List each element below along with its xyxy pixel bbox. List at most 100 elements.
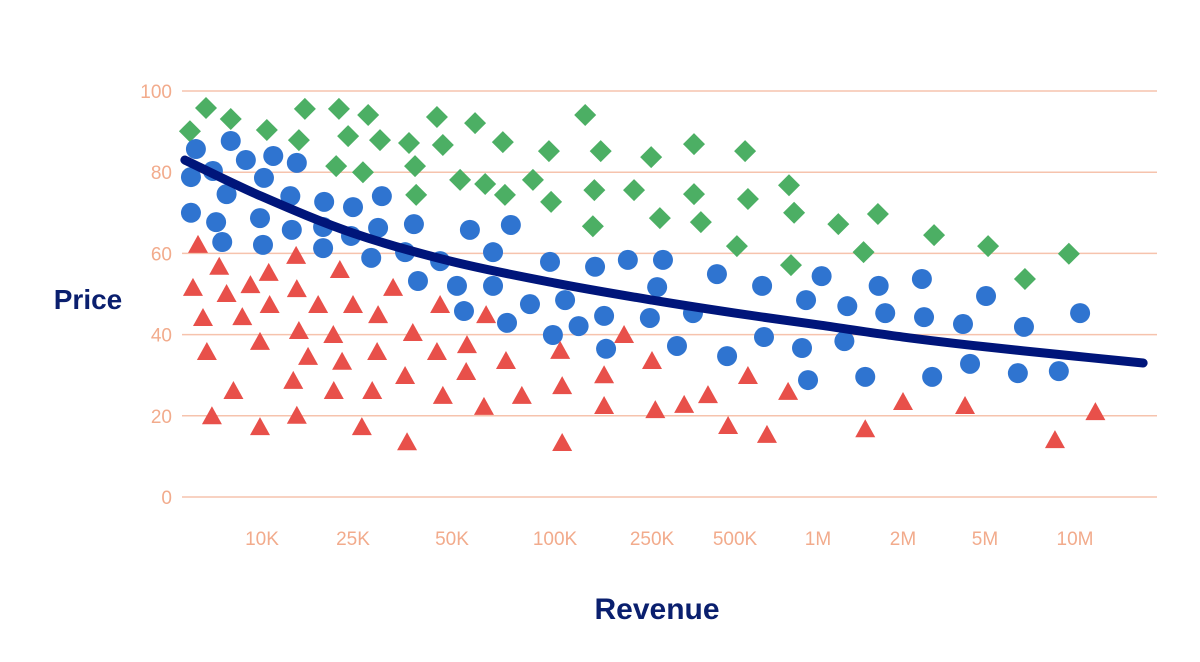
- circle-point: [286, 152, 307, 173]
- circle-point: [542, 325, 563, 346]
- y-tick-label: 0: [161, 488, 172, 509]
- circle-point: [1013, 316, 1034, 337]
- triangle-point: [511, 385, 532, 404]
- trend-line: [180, 155, 1148, 368]
- circle-point: [976, 286, 997, 307]
- circle-point: [483, 242, 504, 263]
- triangle-point: [182, 277, 203, 296]
- data-points: [178, 97, 1106, 452]
- diamond-point: [736, 187, 759, 210]
- diamond-point: [521, 168, 544, 191]
- circle-point: [500, 214, 521, 235]
- diamond-point: [540, 190, 563, 213]
- y-tick-label: 100: [140, 82, 172, 103]
- circle-point: [483, 275, 504, 296]
- circle-point: [180, 202, 201, 223]
- x-tick-label: 100K: [533, 529, 578, 550]
- triangle-point: [397, 432, 418, 451]
- circle-point: [911, 268, 932, 289]
- circle-point: [497, 312, 518, 333]
- circle-point: [446, 275, 467, 296]
- triangle-point: [188, 234, 209, 253]
- circle-point: [922, 366, 943, 387]
- circle-point: [1048, 361, 1069, 382]
- triangle-point: [196, 342, 217, 361]
- x-tick-label: 5M: [972, 529, 998, 550]
- diamond-point: [977, 235, 1000, 258]
- circle-point: [875, 303, 896, 324]
- circle-point: [212, 232, 233, 253]
- diamond-point: [778, 174, 801, 197]
- circle-point: [868, 275, 889, 296]
- triangle-point: [395, 366, 416, 385]
- diamond-point: [581, 215, 604, 238]
- triangle-point: [432, 385, 453, 404]
- triangle-point: [674, 394, 695, 413]
- triangle-point: [552, 433, 573, 452]
- diamond-point: [623, 179, 646, 202]
- triangle-point: [426, 342, 447, 361]
- circle-point: [313, 238, 334, 259]
- diamond-point: [287, 129, 310, 152]
- diamond-point: [827, 213, 850, 236]
- circle-point: [361, 247, 382, 268]
- diamond-point: [425, 105, 448, 128]
- triangle-point: [430, 294, 451, 313]
- triangle-point: [1085, 402, 1106, 421]
- diamond-point: [474, 172, 497, 195]
- triangle-point: [614, 325, 635, 344]
- triangle-point: [368, 305, 389, 324]
- y-tick-labels: 0 20 40 60 80 100: [140, 82, 172, 509]
- circle-point: [263, 145, 284, 166]
- circle-point: [647, 277, 668, 298]
- triangle-point: [351, 417, 372, 436]
- triangle-point: [323, 381, 344, 400]
- triangle-point: [456, 361, 477, 380]
- circle-point: [717, 346, 738, 367]
- diamond-point: [589, 140, 612, 163]
- circle-point: [314, 191, 335, 212]
- triangle-point: [323, 325, 344, 344]
- circle-point: [753, 327, 774, 348]
- triangle-point: [343, 294, 363, 313]
- diamond-point: [537, 140, 560, 163]
- diamond-point: [404, 155, 427, 178]
- gridlines: [182, 90, 1157, 498]
- circle-point: [403, 214, 424, 235]
- triangle-point: [192, 307, 213, 326]
- circle-point: [459, 219, 480, 240]
- triangle-point: [855, 419, 876, 438]
- x-tick-label: 2M: [890, 529, 916, 550]
- triangle-point: [594, 365, 615, 384]
- circle-point: [343, 197, 363, 218]
- triangle-point: [249, 331, 270, 350]
- triangle-point: [645, 400, 666, 419]
- diamond-point: [866, 203, 889, 226]
- diamond-point: [779, 254, 802, 277]
- circle-point: [185, 139, 206, 160]
- triangle-point: [955, 396, 976, 415]
- triangle-point: [718, 415, 739, 434]
- circle-point: [811, 266, 832, 287]
- circle-point: [639, 307, 660, 328]
- triangle-point: [697, 385, 718, 404]
- diamond-point: [219, 108, 242, 131]
- diamond-point: [648, 207, 671, 230]
- circle-point: [914, 307, 935, 328]
- circle-point: [252, 234, 273, 255]
- diamond-point: [1057, 242, 1080, 265]
- triangle-point: [642, 350, 662, 369]
- triangle-point: [240, 275, 261, 294]
- triangle-point: [1044, 430, 1065, 449]
- triangle-point: [383, 277, 404, 296]
- circle-point: [206, 212, 227, 233]
- circle-point: [568, 316, 589, 337]
- x-tick-labels: 10K 25K 50K 100K 250K 500K 1M 2M 5M 10M: [245, 529, 1093, 550]
- diamond-point: [327, 97, 350, 120]
- circle-point: [706, 264, 727, 285]
- x-tick-label: 25K: [336, 529, 370, 550]
- diamond-point: [491, 131, 514, 154]
- diamond-point: [351, 161, 374, 184]
- triangle-point: [288, 320, 309, 339]
- diamond-point: [640, 146, 663, 169]
